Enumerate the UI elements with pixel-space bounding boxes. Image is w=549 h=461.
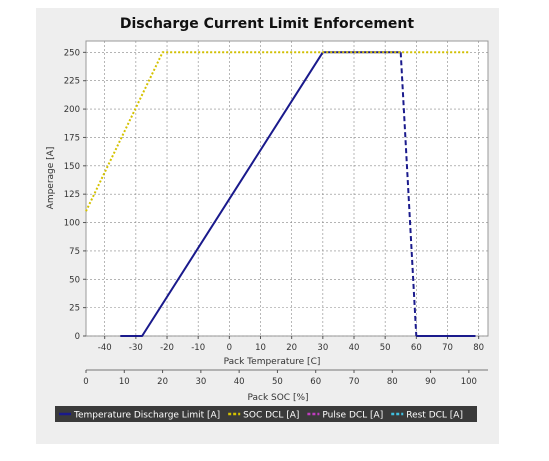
legend-item: SOC DCL [A]	[228, 411, 299, 421]
y-tick-label: 100	[64, 219, 80, 229]
y-axis-label: Amperage [A]	[46, 147, 56, 210]
legend-item: Pulse DCL [A]	[307, 411, 383, 421]
y-tick-label: 25	[69, 304, 80, 314]
legend-label: SOC DCL [A]	[243, 411, 299, 421]
x-tick-label-temperature: 20	[286, 343, 297, 353]
series-line	[85, 51, 469, 212]
legend-label: Rest DCL [A]	[406, 411, 463, 421]
legend-background	[55, 406, 477, 422]
x-tick-label-temperature: -20	[160, 343, 174, 353]
x-tick-label-temperature: 0	[227, 343, 232, 353]
x-tick-label-temperature: 10	[255, 343, 266, 353]
legend-item: Temperature Discharge Limit [A]	[59, 411, 220, 421]
y-tick-label: 50	[69, 275, 80, 285]
x-tick-label-soc: 20	[157, 377, 168, 387]
x-tick-label-temperature: 80	[473, 343, 484, 353]
y-tick-label: 225	[64, 77, 80, 87]
x-tick-label-soc: 40	[234, 377, 245, 387]
x-tick-label-soc: 0	[83, 377, 88, 387]
x-tick-label-temperature: 50	[380, 343, 391, 353]
x-tick-label-soc: 90	[425, 377, 436, 387]
y-tick-label: 125	[64, 190, 80, 200]
x-axis-label-soc: Pack SOC [%]	[247, 393, 308, 403]
y-tick-label: 0	[75, 332, 80, 342]
y-tick-label: 75	[69, 247, 80, 257]
x-tick-label-temperature: 60	[411, 343, 422, 353]
chart-svg: Discharge Current Limit Enforcement 0 25 5…	[46, 16, 489, 422]
legend-label: Pulse DCL [A]	[322, 411, 383, 421]
x-tick-label-temperature: 70	[442, 343, 453, 353]
chart-panel: Discharge Current Limit Enforcement 0 25 5…	[36, 8, 499, 444]
x-tick-label-soc: 60	[310, 377, 321, 387]
x-tick-label-soc: 10	[119, 377, 130, 387]
plot-background	[85, 40, 489, 337]
x-tick-label-soc: 100	[461, 377, 477, 387]
x-axis-label-temperature: Pack Temperature [C]	[224, 357, 321, 367]
x-tick-label-temperature: -10	[191, 343, 205, 353]
series-line	[399, 52, 418, 337]
x-tick-label-soc: 50	[272, 377, 283, 387]
x-tick-label-temperature: 30	[317, 343, 328, 353]
x-tick-label-temperature: -30	[129, 343, 143, 353]
y-tick-label: 250	[64, 48, 80, 58]
y-tick-label: 200	[64, 105, 80, 115]
legend-label: Temperature Discharge Limit [A]	[73, 411, 220, 421]
legend-item: Rest DCL [A]	[391, 411, 463, 421]
y-tick-label: 175	[64, 133, 80, 143]
series-line	[120, 51, 324, 337]
x-tick-label-temperature: -40	[98, 343, 112, 353]
chart-title: Discharge Current Limit Enforcement	[120, 16, 414, 32]
x-tick-label-temperature: 40	[349, 343, 360, 353]
x-tick-label-soc: 70	[349, 377, 360, 387]
y-tick-label: 150	[64, 162, 80, 172]
legend: Temperature Discharge Limit [A] SOC DCL […	[55, 406, 477, 422]
x-tick-label-soc: 80	[387, 377, 398, 387]
x-tick-label-soc: 30	[195, 377, 206, 387]
